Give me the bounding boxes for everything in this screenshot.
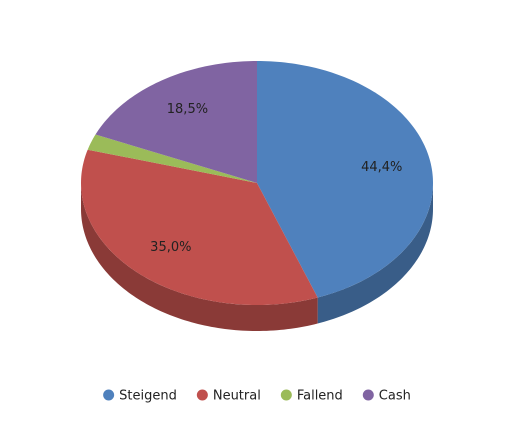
slice [95,61,257,183]
legend-marker [103,389,115,401]
data-label: 44,4% [361,160,402,175]
slice-side [81,183,318,331]
pie-sides [81,183,433,331]
pie-tops [81,61,433,305]
data-labels: 44,4% 35,0% 18,5% [150,102,402,255]
legend-marker [362,389,374,401]
slice [87,134,257,183]
legend-label: Cash [379,389,411,404]
legend-label: Fallend [297,389,343,404]
data-label: 35,0% [150,240,191,255]
legend-marker [196,389,208,401]
slice-side [317,183,433,324]
legend-label: Steigend [119,389,177,404]
legend: Steigend Neutral Fallend Cash [103,389,411,404]
slice [257,61,433,298]
data-label: 18,5% [167,102,208,117]
legend-label: Neutral [213,389,261,404]
legend-marker [280,389,292,401]
slice [81,149,318,305]
